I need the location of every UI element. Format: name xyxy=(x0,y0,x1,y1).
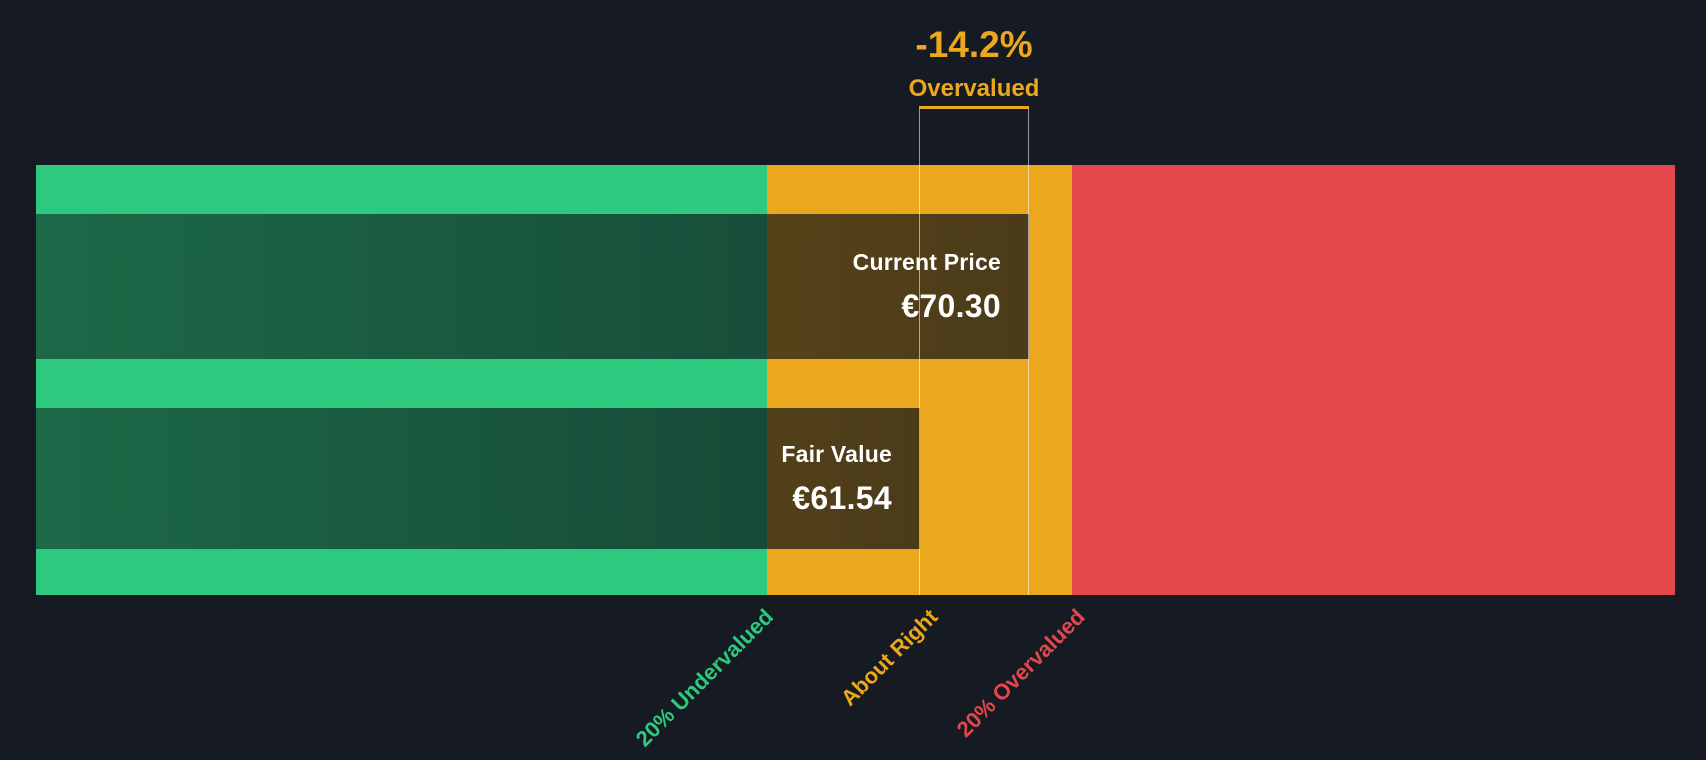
axis-label-undervalued: 20% Undervalued xyxy=(630,604,778,752)
fair-value-value: €61.54 xyxy=(792,479,892,516)
zone-overvalued xyxy=(1072,165,1675,595)
fair-value-marker-line xyxy=(919,109,920,595)
current-price-bar: Current Price €70.30 xyxy=(36,214,1029,359)
axis-label-overvalued: 20% Overvalued xyxy=(951,604,1090,742)
delta-label: Overvalued xyxy=(908,75,1040,102)
fair-value-label: Fair Value xyxy=(781,440,892,467)
current-price-label: Current Price xyxy=(852,248,1001,275)
valuation-band: Current Price €70.30 Fair Value €61.54 xyxy=(36,165,1675,595)
valuation-delta-annotation: -14.2% Overvalued xyxy=(909,24,1040,103)
axis-label-about-right: About Right xyxy=(836,604,943,711)
delta-bracket xyxy=(919,106,1029,109)
delta-percent: -14.2% xyxy=(915,24,1033,65)
fair-value-bar: Fair Value €61.54 xyxy=(36,408,920,549)
current-price-marker-line xyxy=(1028,109,1029,595)
current-price-value: €70.30 xyxy=(901,287,1001,324)
